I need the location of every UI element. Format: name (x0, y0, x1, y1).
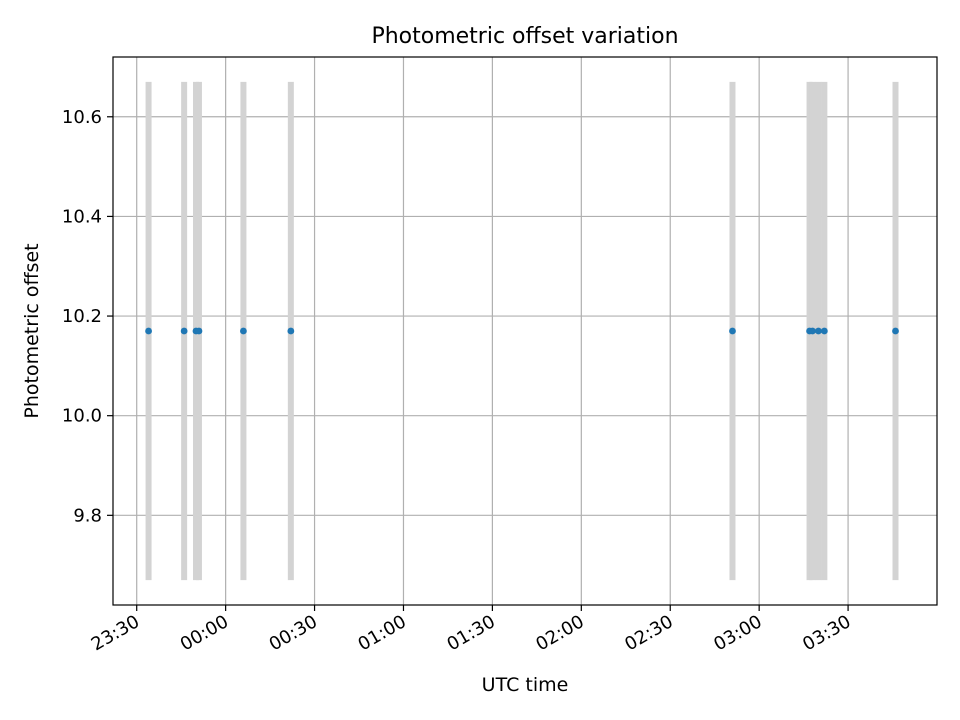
data-points (145, 327, 899, 335)
x-tick-label: 03:30 (799, 611, 854, 655)
x-tick-label: 01:30 (443, 611, 498, 655)
error-bars (145, 81, 899, 581)
x-tick-label: 01:00 (355, 611, 410, 655)
grid (113, 57, 937, 605)
data-point (287, 327, 295, 335)
data-point (892, 327, 899, 335)
y-tick-label: 10.4 (62, 206, 102, 227)
data-point (240, 327, 247, 335)
data-point (729, 327, 736, 335)
data-point (820, 327, 828, 335)
y-tick-label: 10.2 (62, 306, 102, 327)
x-tick-label: 03:00 (710, 611, 765, 655)
data-point (195, 327, 203, 335)
y-tick-label: 10.6 (62, 107, 102, 128)
chart-title: Photometric offset variation (371, 24, 678, 49)
y-tick-label: 9.8 (73, 505, 102, 526)
y-axis-label: Photometric offset (21, 243, 43, 418)
x-tick-label: 00:30 (266, 611, 321, 655)
data-point (180, 327, 188, 335)
x-tick-label: 23:30 (88, 611, 143, 655)
y-axis-ticks: 9.8 10.0 10.2 10.4 10.6 (62, 107, 113, 526)
x-tick-label: 00:00 (177, 611, 232, 655)
y-tick-label: 10.0 (62, 406, 102, 427)
x-axis-label: UTC time (482, 674, 569, 696)
x-tick-label: 02:00 (532, 611, 587, 655)
data-point (145, 327, 152, 335)
data-point (809, 327, 816, 335)
plot-frame (112, 56, 938, 606)
x-tick-label: 02:30 (621, 611, 676, 655)
data-point (815, 327, 822, 335)
x-axis-ticks: 23:30 00:00 00:30 01:00 01:30 02:00 02:30 03:00… (88, 605, 855, 655)
